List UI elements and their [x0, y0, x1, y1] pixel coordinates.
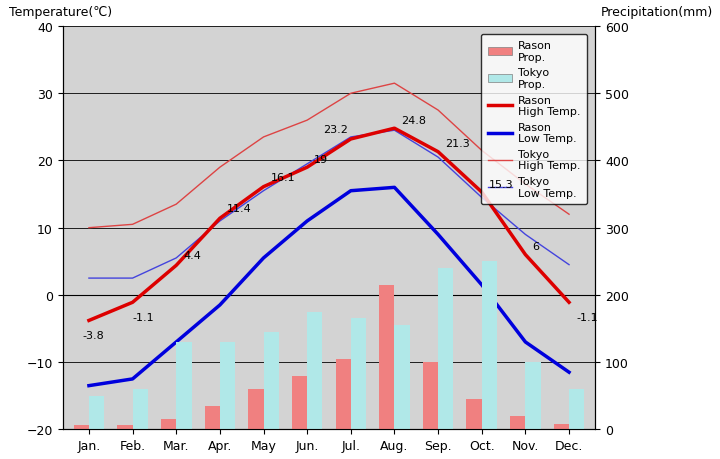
Bar: [554, 424, 569, 430]
Bar: [510, 416, 526, 430]
Text: 11.4: 11.4: [227, 204, 251, 214]
Bar: [379, 285, 395, 430]
Bar: [526, 362, 541, 430]
Legend: Rason
Prop., Tokyo
Prop., Rason
High Temp., Rason
Low Temp., Tokyo
High Temp., T: Rason Prop., Tokyo Prop., Rason High Tem…: [481, 34, 587, 205]
Bar: [89, 396, 104, 430]
Bar: [220, 342, 235, 430]
Bar: [248, 389, 264, 430]
Bar: [264, 332, 279, 430]
Bar: [73, 425, 89, 430]
Text: 4.4: 4.4: [183, 251, 201, 261]
Text: Precipitation(mm): Precipitation(mm): [600, 6, 713, 19]
Bar: [292, 376, 307, 430]
Bar: [204, 406, 220, 430]
Text: 19: 19: [314, 154, 328, 164]
Bar: [482, 262, 497, 430]
Bar: [395, 325, 410, 430]
Text: -1.1: -1.1: [132, 313, 154, 323]
Bar: [423, 362, 438, 430]
Bar: [351, 319, 366, 430]
Bar: [438, 269, 454, 430]
Bar: [176, 342, 192, 430]
Bar: [336, 359, 351, 430]
Bar: [467, 399, 482, 430]
Bar: [132, 389, 148, 430]
Text: 21.3: 21.3: [445, 139, 469, 149]
Text: 24.8: 24.8: [401, 115, 426, 125]
Text: -3.8: -3.8: [82, 331, 104, 341]
Bar: [117, 425, 132, 430]
Text: 16.1: 16.1: [271, 173, 295, 182]
Text: 15.3: 15.3: [489, 179, 513, 189]
Bar: [161, 420, 176, 430]
Text: 23.2: 23.2: [323, 125, 348, 134]
Bar: [307, 312, 323, 430]
Text: -1.1: -1.1: [576, 313, 598, 323]
Text: Temperature(℃): Temperature(℃): [9, 6, 112, 19]
Bar: [569, 389, 585, 430]
Text: 6: 6: [532, 241, 539, 252]
